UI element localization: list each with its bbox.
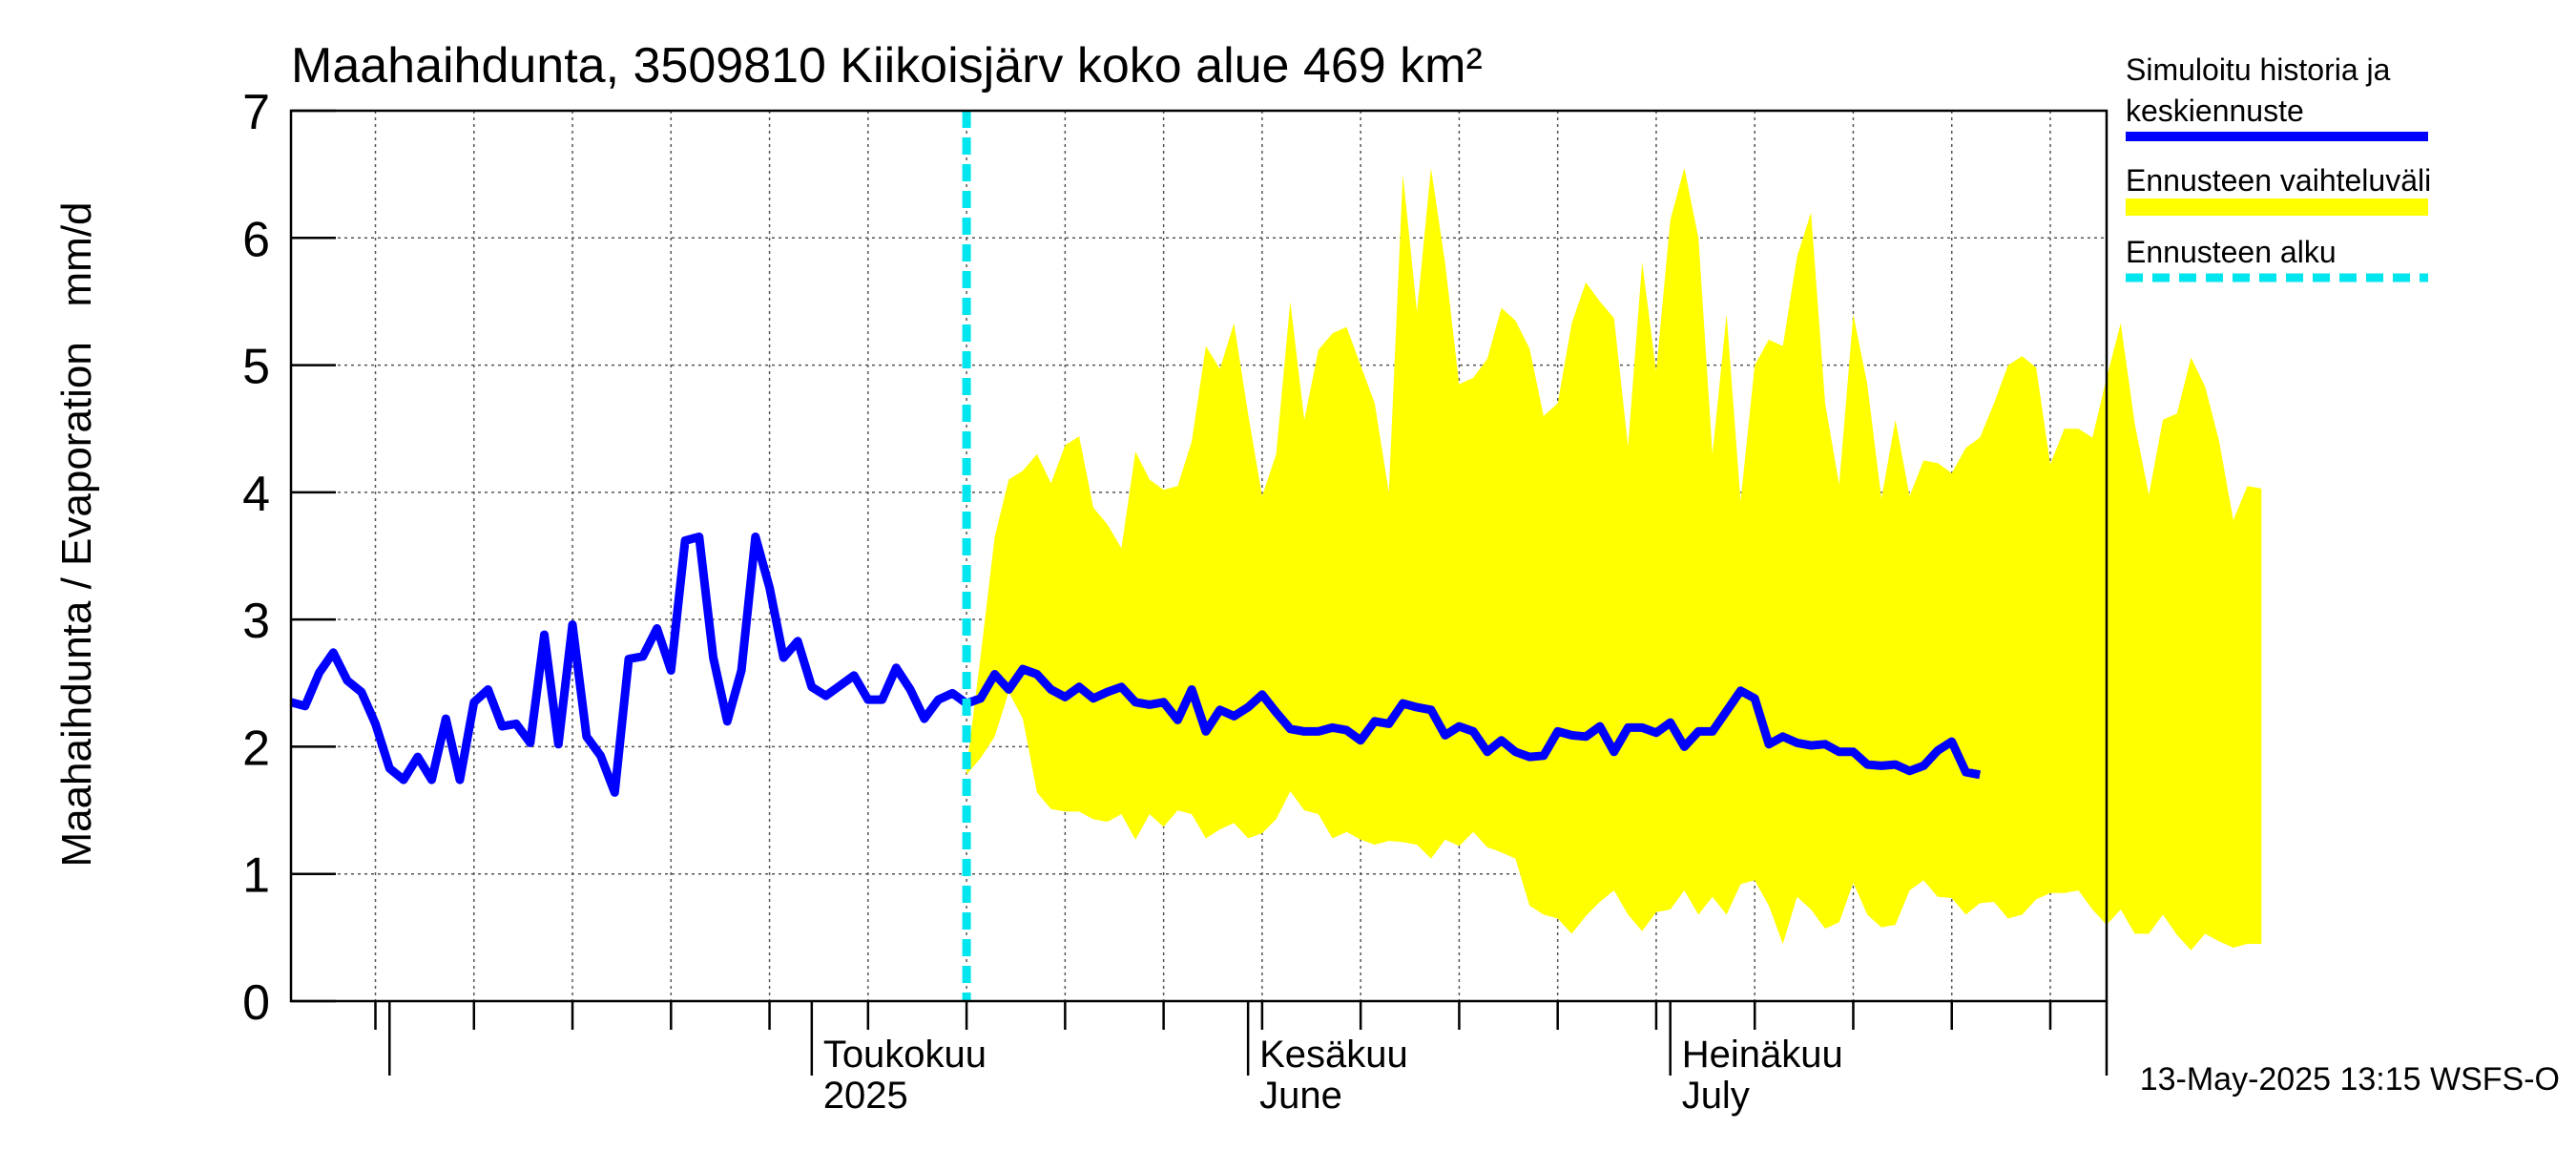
x-month-label: Toukokuu xyxy=(823,1034,987,1076)
y-tick-label: 2 xyxy=(242,721,270,776)
x-month-sublabel: June xyxy=(1259,1075,1342,1117)
y-axis-label: Maahaihdunta / Evaporation mm/d xyxy=(53,201,100,867)
axes xyxy=(289,109,2109,1076)
footer-timestamp: 13-May-2025 13:15 WSFS-O xyxy=(2140,1061,2560,1098)
y-tick-label: 3 xyxy=(242,594,270,649)
y-tick-label: 1 xyxy=(242,848,270,904)
y-tick-label: 4 xyxy=(242,467,270,522)
x-month-label: Kesäkuu xyxy=(1259,1034,1408,1076)
legend-range-label: Ennusteen vaihteluväli xyxy=(2126,163,2431,198)
history-forecast-line xyxy=(289,533,1982,797)
y-tick-label: 6 xyxy=(242,212,270,267)
series-line xyxy=(289,533,1982,797)
x-month-sublabel: 2025 xyxy=(823,1075,908,1117)
legend: Simuloitu historia ja keskiennuste Ennus… xyxy=(2126,52,2431,282)
x-month-label: Heinäkuu xyxy=(1682,1034,1843,1076)
y-tick-label: 7 xyxy=(242,85,270,140)
plot-frame xyxy=(289,109,2109,1003)
y-tick-label: 0 xyxy=(242,975,270,1031)
y-tick-label: 5 xyxy=(242,340,270,395)
chart-title: Maahaihdunta, 3509810 Kiikoisjärv koko a… xyxy=(291,38,1483,94)
legend-start-label: Ennusteen alku xyxy=(2126,235,2337,269)
legend-history-label-line1: Simuloitu historia ja xyxy=(2126,52,2391,87)
legend-history-label-line2: keskiennuste xyxy=(2126,94,2304,128)
x-month-sublabel: July xyxy=(1682,1075,1750,1117)
